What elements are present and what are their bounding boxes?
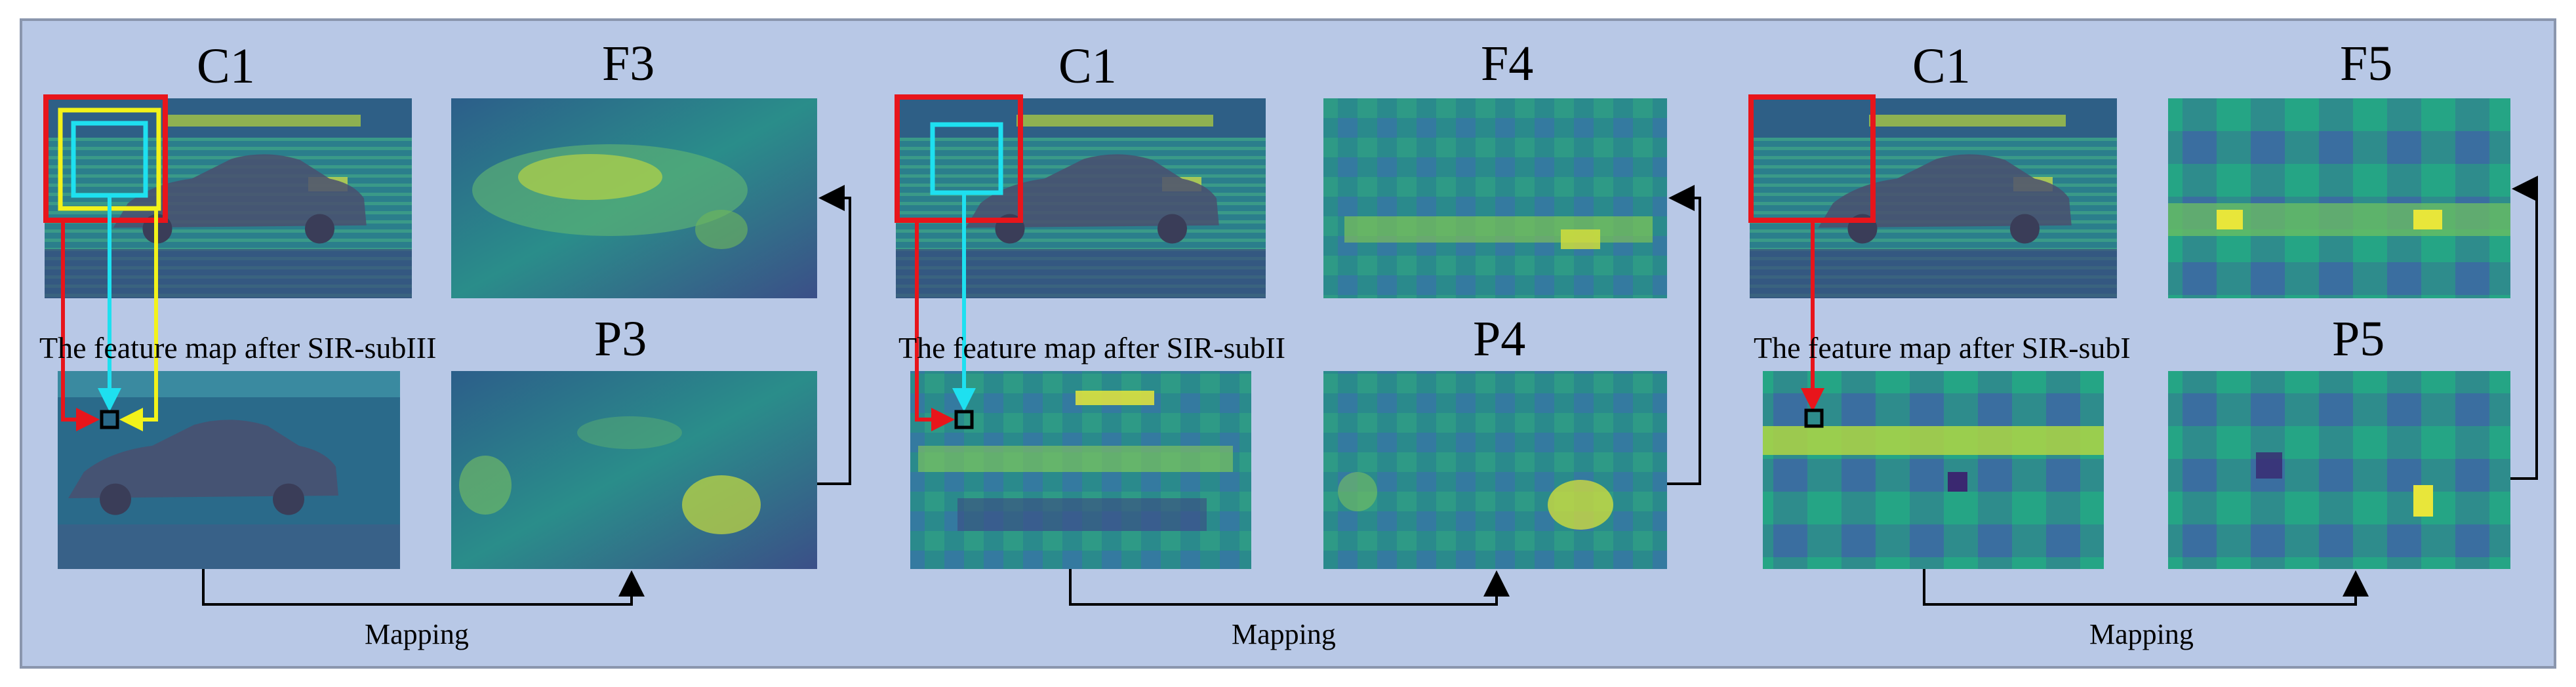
mapping-label-1: Mapping [365, 618, 469, 650]
yellow-arrow-1 [119, 208, 158, 431]
c1-image-3 [1750, 98, 2117, 298]
f4-label: F4 [1481, 36, 1534, 91]
f3-label: F3 [602, 36, 655, 91]
red-region-box-1 [43, 94, 168, 223]
target-pixel-1 [100, 410, 119, 429]
red-region-box-2 [895, 94, 1023, 223]
f4-image [1323, 98, 1667, 298]
cyan-region-box-2 [930, 122, 1003, 195]
f5-label: F5 [2340, 36, 2393, 91]
f5-image [2168, 98, 2510, 298]
p5-image [2168, 371, 2510, 569]
p4-to-f4-arrow [1667, 185, 1701, 485]
p5-to-f5-arrow [2510, 176, 2538, 480]
c1-label-1: C1 [197, 39, 255, 94]
mapping-arrow-1 [202, 569, 645, 606]
mapping-arrow-2 [1069, 569, 1510, 606]
mapping-label-3: Mapping [2089, 618, 2194, 650]
c1-image-2 [896, 98, 1266, 298]
p3-image [451, 371, 817, 569]
subi-caption: The feature map after SIR-subI [1754, 331, 2131, 364]
c1-label-2: C1 [1058, 39, 1117, 94]
red-arrow-2 [915, 220, 955, 431]
target-pixel-3 [1804, 408, 1824, 428]
target-pixel-2 [954, 410, 974, 429]
c1-label-3: C1 [1912, 39, 1971, 94]
mapping-arrow-3 [1923, 569, 2369, 606]
p4-label: P4 [1473, 311, 1526, 366]
c1-image-1 [45, 98, 412, 298]
subii-image [910, 371, 1251, 569]
diagram-panel [20, 18, 2556, 669]
subiii-caption: The feature map after SIR-subIII [39, 331, 437, 364]
red-arrow-1 [61, 220, 100, 431]
mapping-label-2: Mapping [1232, 618, 1336, 650]
subii-caption: The feature map after SIR-subII [898, 331, 1286, 364]
f3-image [451, 98, 817, 298]
p4-image [1323, 371, 1667, 569]
p5-label: P5 [2332, 311, 2385, 366]
p3-label: P3 [594, 311, 647, 366]
p3-to-f3-arrow [817, 185, 851, 485]
